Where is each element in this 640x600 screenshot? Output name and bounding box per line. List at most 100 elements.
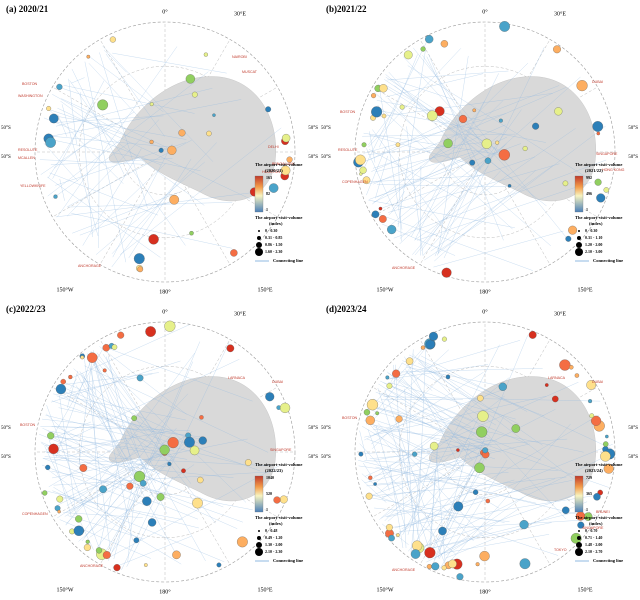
lon-label: 150°E bbox=[577, 286, 592, 293]
connecting-line bbox=[47, 71, 209, 197]
airport-point bbox=[167, 437, 179, 449]
connecting-line bbox=[44, 451, 243, 523]
connecting-line bbox=[45, 490, 199, 529]
size-symbol bbox=[257, 536, 261, 540]
airport-point bbox=[281, 133, 291, 143]
connecting-line bbox=[103, 445, 168, 556]
connecting-line bbox=[44, 446, 94, 550]
connecting-line bbox=[416, 413, 481, 540]
connecting-line bbox=[45, 413, 137, 498]
connecting-line bbox=[41, 442, 83, 470]
legend-title: The airport-visit-volume bbox=[575, 462, 622, 467]
airport-point bbox=[603, 441, 609, 447]
airport-point bbox=[111, 344, 118, 350]
connecting-line bbox=[52, 142, 130, 199]
lat-label: 50°S bbox=[628, 455, 638, 460]
connecting-line bbox=[418, 511, 579, 552]
connecting-line bbox=[99, 346, 187, 415]
colorbar-tick: 1 bbox=[586, 507, 588, 512]
airport-label: SINGAPORE bbox=[596, 152, 618, 156]
airport-point bbox=[589, 413, 595, 419]
airport-label: SINGAPORE bbox=[582, 526, 604, 530]
connecting-line bbox=[50, 115, 164, 124]
connecting-line bbox=[418, 360, 574, 480]
connecting-line bbox=[386, 364, 489, 380]
airport-point bbox=[212, 113, 216, 117]
connecting-line bbox=[112, 535, 192, 569]
connecting-line bbox=[379, 54, 418, 148]
airport-point bbox=[149, 139, 154, 145]
airport-point bbox=[577, 521, 585, 529]
airport-point bbox=[57, 509, 61, 514]
connecting-line bbox=[92, 350, 133, 541]
airport-point bbox=[378, 206, 383, 211]
panel-label: (a) 2020/21 bbox=[6, 4, 49, 14]
connecting-line bbox=[370, 423, 502, 453]
connecting-line bbox=[387, 97, 430, 145]
airport-point bbox=[279, 402, 291, 413]
connecting-line bbox=[445, 508, 520, 556]
airport-point bbox=[45, 464, 51, 470]
connecting-line bbox=[79, 371, 157, 484]
airport-point bbox=[117, 331, 125, 339]
connecting-line bbox=[417, 358, 543, 446]
connecting-line bbox=[375, 148, 472, 172]
airport-point bbox=[592, 121, 604, 132]
lon-label: 180° bbox=[479, 588, 491, 595]
airport-label: HOUSTON bbox=[262, 170, 280, 174]
airport-label: LARNACA bbox=[228, 376, 246, 380]
size-symbol bbox=[576, 242, 582, 248]
connecting-line bbox=[79, 200, 174, 236]
connecting-line bbox=[436, 167, 479, 256]
connecting-line bbox=[417, 458, 601, 550]
connecting-line bbox=[367, 429, 390, 491]
connecting-line bbox=[388, 340, 521, 380]
connecting-line bbox=[59, 395, 76, 508]
connecting-line bbox=[81, 413, 173, 534]
size-symbol bbox=[255, 548, 263, 556]
airport-label: ANCHORAGE bbox=[80, 564, 104, 568]
connecting-line bbox=[428, 443, 439, 560]
connecting-line bbox=[67, 202, 233, 208]
airport-point bbox=[387, 224, 397, 235]
connecting-line bbox=[359, 430, 367, 460]
connecting-line bbox=[82, 373, 131, 467]
connecting-line bbox=[88, 63, 139, 118]
connecting-line bbox=[368, 151, 476, 185]
airport-point bbox=[386, 382, 393, 389]
connecting-line bbox=[365, 85, 560, 162]
airport-point bbox=[47, 432, 55, 440]
connecting-line bbox=[111, 181, 177, 268]
airport-point bbox=[448, 559, 457, 569]
lon-label: 0° bbox=[162, 8, 168, 15]
connecting-line bbox=[390, 78, 457, 101]
connecting-line bbox=[421, 522, 552, 551]
connecting-line bbox=[383, 382, 474, 423]
connecting-line bbox=[401, 444, 613, 529]
airport-point bbox=[552, 395, 559, 403]
size-class: 0 - 0.48 bbox=[265, 528, 277, 533]
airport-point bbox=[544, 383, 549, 387]
airport-point bbox=[206, 130, 212, 137]
connecting-line bbox=[367, 493, 559, 556]
connecting-line bbox=[46, 430, 173, 453]
connecting-line bbox=[400, 368, 543, 373]
connecting-line bbox=[373, 429, 498, 442]
connecting-line bbox=[363, 113, 506, 154]
lon-label: 150°E bbox=[577, 586, 592, 593]
connecting-line bbox=[70, 378, 77, 389]
legend-title: The airport-visit-volume bbox=[575, 515, 622, 520]
connecting-line bbox=[375, 391, 542, 461]
connecting-line bbox=[86, 54, 164, 113]
size-class: 0.71 - 1.40 bbox=[585, 535, 602, 540]
lat-label: 50°S bbox=[1, 126, 11, 131]
connecting-line bbox=[55, 142, 187, 186]
lon-label: 180° bbox=[159, 588, 171, 595]
colorbar-tick: 1 bbox=[586, 207, 588, 212]
legend-title: (index) bbox=[589, 521, 603, 526]
airport-point bbox=[495, 140, 500, 145]
airport-point bbox=[83, 543, 91, 551]
size-class: 1.20 - 2.00 bbox=[585, 242, 602, 247]
connecting-line bbox=[52, 80, 105, 179]
connecting-line bbox=[65, 388, 166, 435]
